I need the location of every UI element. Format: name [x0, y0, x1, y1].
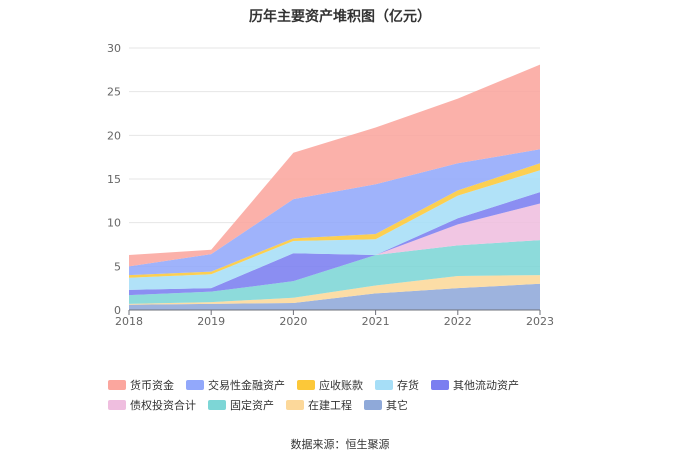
x-tick-label: 2021: [362, 315, 390, 328]
y-tick-label: 10: [107, 217, 121, 230]
x-tick-label: 2023: [526, 315, 554, 328]
axes: 0 5 10 15 20 25 30 2018 2019 2020 2021 2022 2023: [107, 42, 554, 328]
chart-title: 历年主要资产堆积图（亿元）: [249, 9, 431, 25]
legend-label: 其它: [386, 399, 408, 412]
area-series-2: [129, 240, 540, 304]
legend-label: 交易性金融资产: [208, 379, 285, 392]
x-tick-label: 2018: [115, 315, 143, 328]
x-tick-label: 2020: [279, 315, 307, 328]
legend-item[interactable]: 存货: [375, 378, 419, 392]
x-tick-label: 2022: [444, 315, 472, 328]
legend-item[interactable]: 债权投资合计: [108, 398, 196, 412]
legend-label: 债权投资合计: [130, 399, 196, 412]
legend-label: 存货: [397, 379, 419, 392]
legend-swatch: [297, 380, 315, 390]
legend-swatch: [431, 380, 449, 390]
legend-label: 固定资产: [230, 399, 274, 412]
y-tick-label: 30: [107, 42, 121, 55]
area-series-8: [129, 64, 540, 267]
legend-label: 应收账款: [319, 379, 363, 392]
legend-item[interactable]: 应收账款: [297, 378, 363, 392]
y-tick-label: 15: [107, 173, 121, 186]
legend: 货币资金 交易性金融资产 应收账款 存货 其他流动资产债权投资合计 固定资产 在建工程 其它: [108, 378, 588, 412]
y-tick-label: 20: [107, 129, 121, 142]
y-tick-label: 0: [114, 304, 121, 317]
legend-swatch: [108, 400, 126, 410]
legend-item[interactable]: 固定资产: [208, 398, 274, 412]
legend-item[interactable]: 货币资金: [108, 378, 174, 392]
area-series-0: [129, 283, 540, 310]
legend-swatch: [286, 400, 304, 410]
y-tick-label: 5: [114, 260, 121, 273]
legend-label: 在建工程: [308, 399, 352, 412]
legend-swatch: [364, 400, 382, 410]
legend-swatch: [375, 380, 393, 390]
legend-swatch: [108, 380, 126, 390]
legend-label: 其他流动资产: [453, 379, 519, 392]
area-series: [129, 64, 540, 310]
legend-item[interactable]: 在建工程: [286, 398, 352, 412]
legend-swatch: [208, 400, 226, 410]
legend-label: 货币资金: [130, 379, 174, 392]
area-series-5: [129, 170, 540, 290]
area-series-1: [129, 275, 540, 305]
data-source-note: 数据来源：恒生聚源: [290, 438, 390, 451]
legend-item[interactable]: 交易性金融资产: [186, 378, 285, 392]
x-tick-label: 2019: [197, 315, 225, 328]
legend-item[interactable]: 其他流动资产: [431, 378, 519, 392]
y-tick-label: 25: [107, 86, 121, 99]
legend-item[interactable]: 其它: [364, 398, 408, 412]
stacked-area-chart: 0 5 10 15 20 25 30 2018 2019 2020 2021 2022 2023: [107, 42, 554, 328]
legend-swatch: [186, 380, 204, 390]
area-series-7: [129, 149, 540, 276]
